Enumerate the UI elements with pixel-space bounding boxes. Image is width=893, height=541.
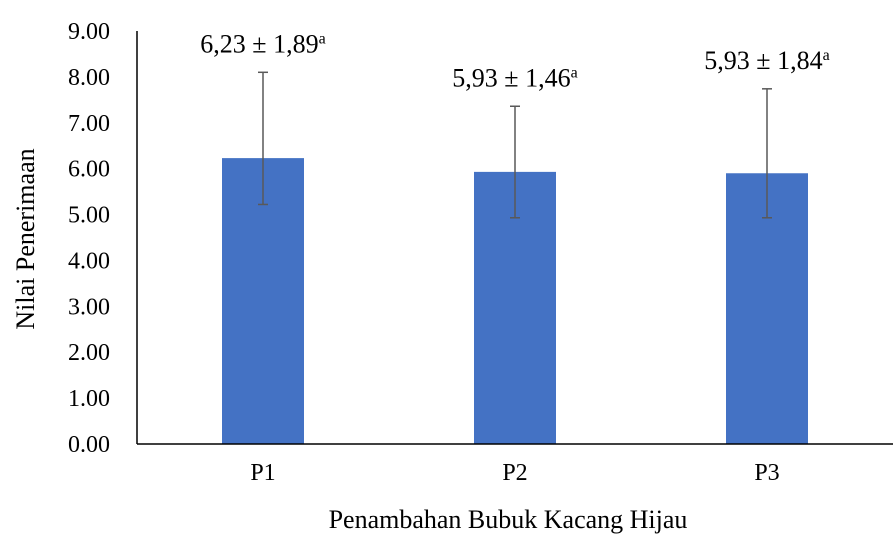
bar-p1 [222,158,304,444]
axes-layer [136,31,893,445]
data-labels: 6,23 ± 1,89a 5,93 ± 1,46a 5,93 ± 1,84a [200,29,829,92]
y-tick-label-3: 3.00 [68,294,110,320]
y-tick-label-8: 8.00 [68,65,110,91]
x-axis-title: Penambahan Bubuk Kacang Hijau [329,505,688,534]
y-tick-label-0: 0.00 [68,432,110,458]
x-tick-labels: P1 P2 P3 [250,460,779,486]
x-tick-label-p2: P2 [502,460,527,486]
y-axis-title: Nilai Penerimaan [11,148,40,329]
y-tick-label-6: 6.00 [68,157,110,183]
y-tick-label-2: 2.00 [68,340,110,366]
data-label-p3: 5,93 ± 1,84a [704,46,829,75]
y-tick-label-7: 7.00 [68,111,110,137]
error-bars-layer [258,71,772,219]
data-label-p2: 5,93 ± 1,46a [452,63,577,92]
y-tick-label-4: 4.00 [68,248,110,274]
x-tick-label-p3: P3 [754,460,779,486]
y-tick-label-5: 5.00 [68,203,110,229]
data-label-p1: 6,23 ± 1,89a [200,29,325,58]
x-tick-label-p1: P1 [250,460,275,486]
y-tick-label-9: 9.00 [68,19,110,45]
y-tick-label-1: 1.00 [68,386,110,412]
y-tick-labels: 0.00 1.00 2.00 3.00 4.00 5.00 6.00 7.00 8.00 9.00 [68,19,110,458]
